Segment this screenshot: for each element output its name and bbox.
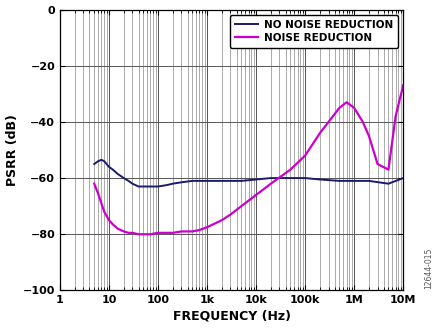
NO NOISE REDUCTION <box>102 159 107 163</box>
NOISE REDUCTION <box>92 182 97 186</box>
NO NOISE REDUCTION <box>99 158 104 162</box>
NOISE REDUCTION <box>155 231 160 235</box>
NOISE REDUCTION <box>115 227 120 231</box>
NOISE REDUCTION <box>238 204 243 208</box>
NO NOISE REDUCTION <box>106 165 112 169</box>
NO NOISE REDUCTION <box>385 182 390 186</box>
NOISE REDUCTION <box>197 228 202 232</box>
NO NOISE REDUCTION <box>287 176 293 180</box>
NOISE REDUCTION <box>302 154 307 157</box>
NOISE REDUCTION <box>178 230 184 234</box>
NOISE REDUCTION <box>189 230 194 234</box>
NOISE REDUCTION <box>204 225 209 229</box>
NO NOISE REDUCTION <box>204 179 209 183</box>
Line: NO NOISE REDUCTION: NO NOISE REDUCTION <box>94 160 402 187</box>
NO NOISE REDUCTION <box>253 177 258 181</box>
NO NOISE REDUCTION <box>148 185 153 189</box>
NO NOISE REDUCTION <box>400 176 405 180</box>
NOISE REDUCTION <box>121 230 126 234</box>
NOISE REDUCTION <box>351 106 356 110</box>
Y-axis label: PSRR (dB): PSRR (dB) <box>6 114 19 186</box>
NOISE REDUCTION <box>125 231 131 235</box>
NO NOISE REDUCTION <box>189 179 194 183</box>
NO NOISE REDUCTION <box>140 185 145 189</box>
NOISE REDUCTION <box>170 231 175 235</box>
NO NOISE REDUCTION <box>302 176 307 180</box>
NO NOISE REDUCTION <box>238 179 243 183</box>
NO NOISE REDUCTION <box>135 185 141 189</box>
NO NOISE REDUCTION <box>268 176 273 180</box>
NOISE REDUCTION <box>99 201 104 205</box>
NOISE REDUCTION <box>316 131 322 135</box>
NO NOISE REDUCTION <box>170 182 175 186</box>
NO NOISE REDUCTION <box>219 179 224 183</box>
NO NOISE REDUCTION <box>164 183 169 187</box>
NOISE REDUCTION <box>227 213 233 216</box>
Line: NOISE REDUCTION: NOISE REDUCTION <box>94 85 402 234</box>
NOISE REDUCTION <box>336 106 341 110</box>
NOISE REDUCTION <box>253 193 258 197</box>
NO NOISE REDUCTION <box>365 179 371 183</box>
NOISE REDUCTION <box>135 232 141 236</box>
NOISE REDUCTION <box>343 100 349 104</box>
NO NOISE REDUCTION <box>178 180 184 184</box>
NOISE REDUCTION <box>359 120 365 124</box>
NOISE REDUCTION <box>140 232 145 236</box>
Legend: NO NOISE REDUCTION, NOISE REDUCTION: NO NOISE REDUCTION, NOISE REDUCTION <box>230 15 397 48</box>
NOISE REDUCTION <box>110 222 115 226</box>
NOISE REDUCTION <box>219 218 224 222</box>
NO NOISE REDUCTION <box>95 159 101 163</box>
NOISE REDUCTION <box>268 182 273 186</box>
NOISE REDUCTION <box>400 83 405 87</box>
NOISE REDUCTION <box>385 168 390 172</box>
NOISE REDUCTION <box>95 192 101 195</box>
NOISE REDUCTION <box>164 231 169 235</box>
NO NOISE REDUCTION <box>121 176 126 180</box>
NO NOISE REDUCTION <box>92 162 97 166</box>
NO NOISE REDUCTION <box>316 177 322 181</box>
NOISE REDUCTION <box>106 218 112 222</box>
NO NOISE REDUCTION <box>125 179 131 183</box>
NO NOISE REDUCTION <box>115 172 120 176</box>
NO NOISE REDUCTION <box>197 179 202 183</box>
NOISE REDUCTION <box>129 231 135 235</box>
NOISE REDUCTION <box>392 114 397 118</box>
NO NOISE REDUCTION <box>129 182 135 186</box>
NOISE REDUCTION <box>148 232 153 236</box>
Text: 12644-015: 12644-015 <box>423 247 432 289</box>
NOISE REDUCTION <box>102 210 107 214</box>
NO NOISE REDUCTION <box>155 185 160 189</box>
NO NOISE REDUCTION <box>351 179 356 183</box>
NOISE REDUCTION <box>374 162 379 166</box>
NOISE REDUCTION <box>365 134 371 138</box>
NOISE REDUCTION <box>287 168 293 172</box>
NO NOISE REDUCTION <box>336 179 341 183</box>
X-axis label: FREQUENCY (Hz): FREQUENCY (Hz) <box>172 309 290 322</box>
NO NOISE REDUCTION <box>110 168 115 172</box>
